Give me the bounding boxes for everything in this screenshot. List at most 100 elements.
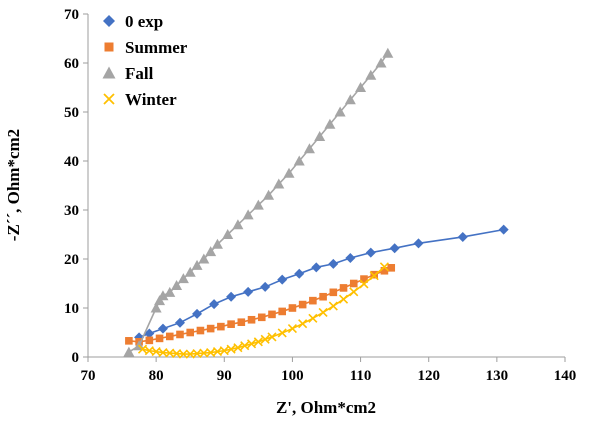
y-tick-label: 0: [72, 350, 80, 366]
data-point: [328, 258, 339, 269]
data-point: [177, 273, 189, 284]
data-point: [157, 323, 168, 334]
data-point: [123, 346, 135, 357]
x-tick-label: 80: [149, 368, 164, 384]
data-point: [137, 344, 148, 354]
data-point: [345, 253, 356, 264]
data-point: [237, 318, 246, 327]
data-point: [176, 330, 184, 339]
data-point: [145, 336, 154, 345]
x-axis-title: Z', Ohm*cm2: [275, 398, 377, 417]
data-point: [233, 343, 243, 353]
data-point: [365, 247, 376, 258]
square-marker-icon: [104, 42, 114, 52]
data-point: [334, 106, 346, 117]
legend-label: Fall: [125, 63, 154, 83]
data-point: [389, 243, 400, 254]
data-point: [164, 286, 176, 297]
data-point: [150, 302, 162, 313]
data-point: [283, 167, 295, 178]
data-point: [294, 268, 305, 279]
data-point: [318, 307, 328, 317]
y-tick-label: 60: [64, 56, 79, 72]
data-point: [171, 279, 183, 290]
legend-item-0-exp: 0 exp: [100, 10, 187, 32]
data-point: [226, 291, 237, 302]
x-tick-label: 70: [81, 368, 96, 384]
data-point: [243, 286, 254, 297]
data-point: [329, 288, 338, 297]
data-point: [198, 253, 210, 264]
data-point: [232, 219, 244, 230]
data-point: [319, 292, 327, 301]
data-point: [157, 290, 169, 301]
data-point: [324, 118, 336, 129]
data-point: [303, 143, 315, 154]
data-point: [375, 57, 387, 68]
triangle-marker-icon: [102, 66, 116, 79]
x-marker-icon: [103, 93, 115, 105]
legend-item-Summer: Summer: [100, 36, 187, 58]
x-tick-label: 110: [350, 368, 372, 384]
legend-label: 0 exp: [125, 11, 164, 31]
data-point: [260, 334, 270, 344]
data-point: [287, 324, 297, 334]
data-point: [222, 229, 234, 239]
data-point: [328, 301, 338, 311]
y-axis-title: -Z´´, Ohm*cm2: [4, 128, 23, 242]
data-point: [349, 287, 359, 297]
data-point: [165, 332, 174, 341]
data-point: [226, 344, 236, 354]
data-point: [380, 266, 389, 275]
chart-legend: 0 exp Summer Fall Winter: [100, 10, 187, 110]
data-point: [217, 322, 225, 331]
legend-item-Fall: Fall: [100, 62, 187, 84]
data-point: [247, 315, 256, 324]
x-tick-label: 140: [554, 368, 577, 384]
data-point: [260, 281, 271, 292]
legend-label: Winter: [125, 89, 177, 109]
data-point: [186, 328, 195, 337]
x-tick-label: 130: [486, 368, 509, 384]
data-point: [273, 178, 285, 189]
legend-item-Winter: Winter: [100, 88, 187, 110]
data-point: [209, 299, 220, 310]
y-tick-label: 10: [64, 301, 79, 317]
y-tick-label: 30: [64, 203, 79, 219]
data-point: [242, 209, 254, 220]
data-point: [267, 332, 277, 342]
legend-label: Summer: [125, 37, 188, 57]
data-point: [457, 231, 468, 242]
data-point: [314, 131, 326, 141]
x-tick-label: 120: [417, 368, 440, 384]
data-point: [184, 266, 196, 277]
data-point: [349, 279, 358, 288]
data-point: [277, 274, 288, 285]
data-point: [311, 262, 322, 273]
data-point: [498, 224, 509, 235]
y-tick-label: 20: [64, 252, 79, 268]
data-point: [125, 337, 133, 345]
data-point: [382, 47, 394, 58]
data-point: [360, 275, 368, 283]
data-point: [308, 313, 318, 323]
series-line-0-exp: [138, 228, 504, 339]
data-point: [298, 300, 307, 309]
data-point: [211, 238, 223, 249]
data-point: [206, 324, 215, 333]
data-point: [219, 346, 229, 356]
data-point: [338, 294, 349, 304]
data-point: [355, 82, 367, 92]
data-point: [413, 238, 424, 249]
data-point: [246, 339, 257, 349]
data-point: [369, 271, 379, 281]
data-point: [174, 317, 185, 328]
y-tick-label: 40: [64, 154, 79, 170]
diamond-marker-icon: [103, 15, 115, 27]
series-line-Summer: [128, 267, 392, 343]
data-point: [344, 94, 356, 105]
data-point: [240, 341, 250, 351]
data-point: [359, 279, 369, 289]
